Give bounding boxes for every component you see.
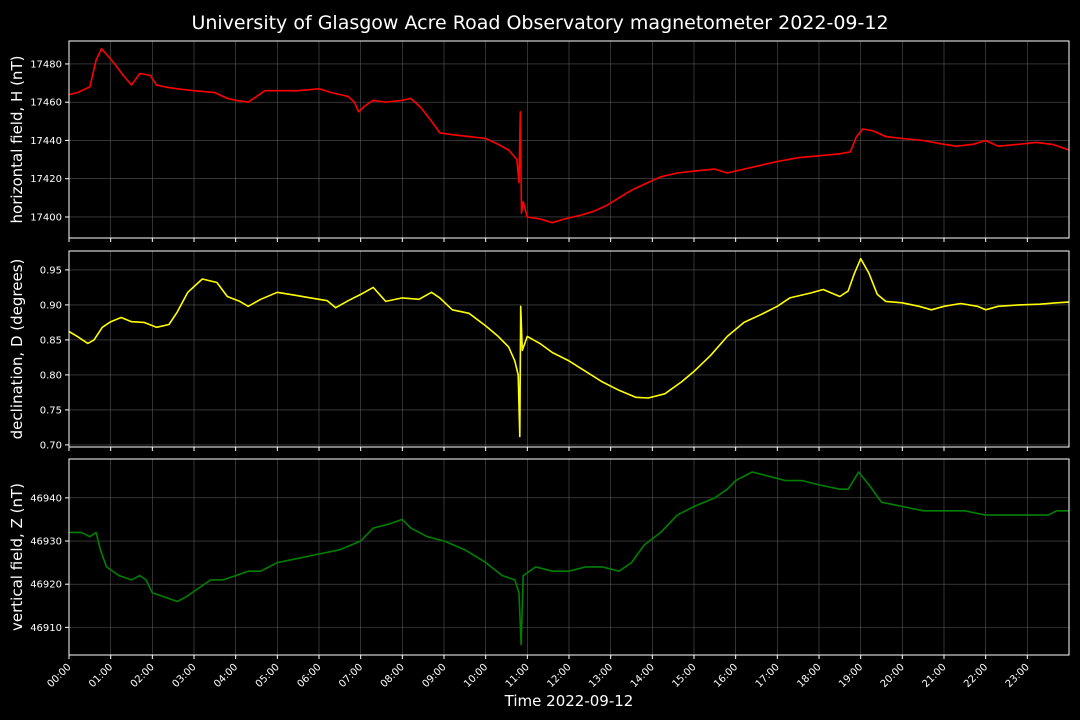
x-tick-label: 00:00 xyxy=(45,662,73,690)
y-axis-label: declination, D (degrees) xyxy=(8,259,26,440)
y-tick-label: 46930 xyxy=(30,537,62,548)
panel-frame xyxy=(68,250,1070,448)
x-tick-label: 20:00 xyxy=(879,662,907,690)
y-tick-label: 17400 xyxy=(30,212,62,223)
x-tick-label: 06:00 xyxy=(295,662,323,690)
x-tick-label: 02:00 xyxy=(129,662,157,690)
x-tick-label: 15:00 xyxy=(670,662,698,690)
x-axis-label: Time 2022-09-12 xyxy=(504,692,634,710)
y-tick-label: 17460 xyxy=(30,98,62,109)
panel-z: 46910 46920 46930 46940 vertical field, Z (n… xyxy=(8,458,1070,659)
y-tick-label: 0.80 xyxy=(40,370,62,381)
x-tick-label: 11:00 xyxy=(504,662,532,690)
y-tick-label: 0.70 xyxy=(40,440,62,451)
x-tick-label: 10:00 xyxy=(462,662,490,690)
x-tick-label: 07:00 xyxy=(337,662,365,690)
x-tick-label: 14:00 xyxy=(629,662,657,690)
x-tick-label: 18:00 xyxy=(795,662,823,690)
y-tick-label: 0.75 xyxy=(40,405,62,416)
x-tick-label: 23:00 xyxy=(1004,662,1032,690)
x-tick-label: 08:00 xyxy=(379,662,407,690)
y-tick-label: 46920 xyxy=(30,580,62,591)
y-tick-label: 17440 xyxy=(30,136,62,147)
x-tick-label: 12:00 xyxy=(545,662,573,690)
series-line-z xyxy=(69,471,1069,646)
x-tick-label: 09:00 xyxy=(420,662,448,690)
y-tick-label: 0.90 xyxy=(40,300,62,311)
y-tick-label: 46910 xyxy=(30,623,62,634)
y-tick-label: 17420 xyxy=(30,174,62,185)
panel-d: 0.70 0.75 0.80 0.85 0.90 0.95 declination, D (… xyxy=(8,250,1070,451)
x-tick-label: 22:00 xyxy=(962,662,990,690)
x-tick-label: 01:00 xyxy=(87,662,115,690)
y-axis-label: vertical field, Z (nT) xyxy=(8,483,26,631)
x-tick-label: 03:00 xyxy=(170,662,198,690)
chart-title: University of Glasgow Acre Road Observat… xyxy=(191,12,888,34)
x-tick-label: 13:00 xyxy=(587,662,615,690)
chart-panels: 17400 17420 17440 17460 17480 horizontal fiel… xyxy=(8,40,1070,690)
x-tick-label: 04:00 xyxy=(212,662,240,690)
panel-frame xyxy=(68,40,1070,239)
x-tick-label: 19:00 xyxy=(837,662,865,690)
panel-h: 17400 17420 17440 17460 17480 horizontal fiel… xyxy=(8,40,1070,242)
panel-frame xyxy=(68,458,1070,656)
x-tick-label: 16:00 xyxy=(712,662,740,690)
y-tick-label: 0.85 xyxy=(40,335,62,346)
series-line-d xyxy=(68,257,1070,438)
y-axis-label: horizontal field, H (nT) xyxy=(8,56,26,224)
y-tick-label: 46940 xyxy=(30,493,62,504)
x-tick-label: 05:00 xyxy=(254,662,282,690)
series-line-h xyxy=(68,47,1070,224)
y-tick-label: 17480 xyxy=(30,59,62,70)
y-tick-label: 0.95 xyxy=(40,265,62,276)
x-tick-label: 17:00 xyxy=(754,662,782,690)
x-tick-label: 21:00 xyxy=(920,662,948,690)
